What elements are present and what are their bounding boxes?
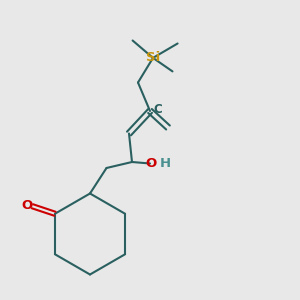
Text: O: O: [146, 157, 157, 170]
Text: Si: Si: [146, 51, 160, 64]
Text: H: H: [160, 157, 171, 170]
Text: O: O: [21, 199, 33, 212]
Text: C: C: [153, 103, 162, 116]
